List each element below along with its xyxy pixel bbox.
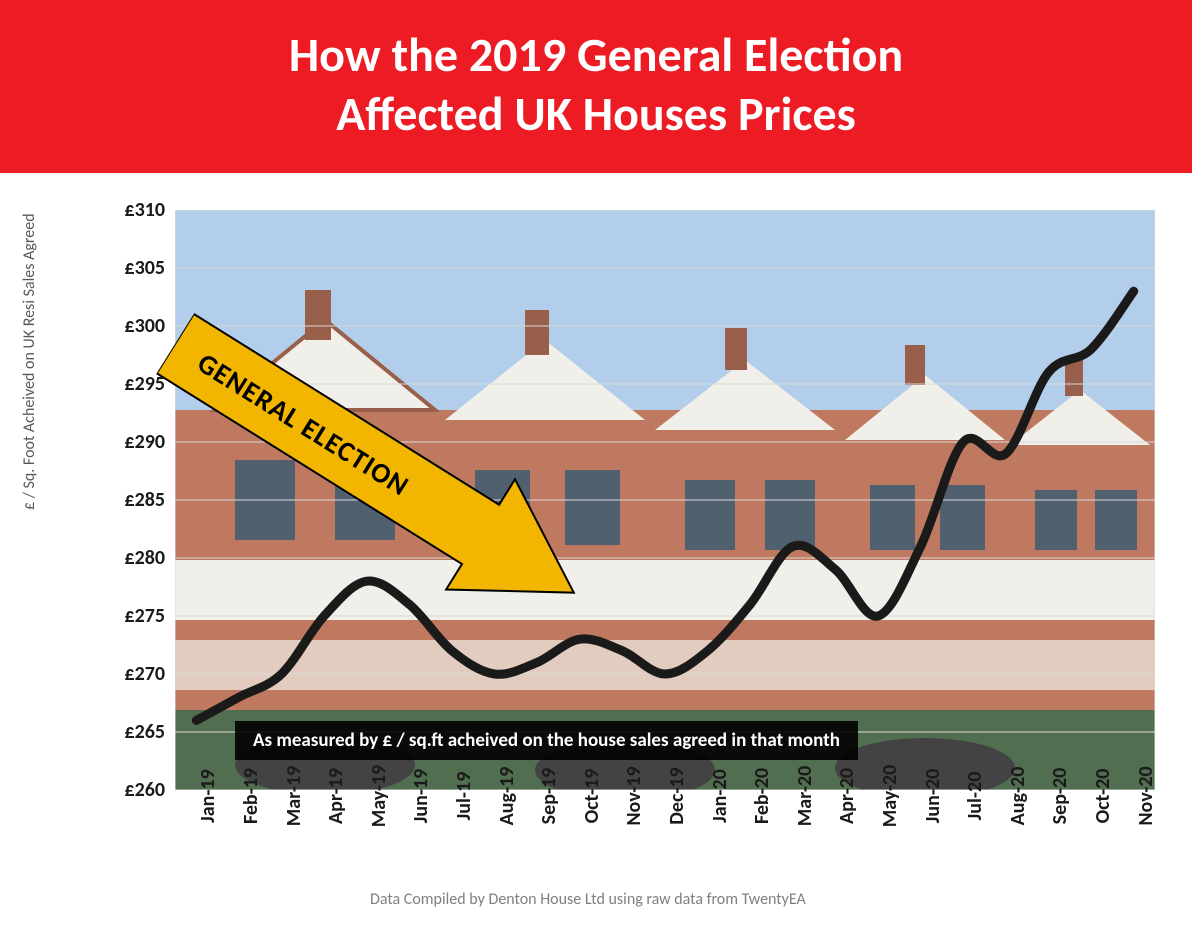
title-line-1: How the 2019 General Election [40,25,1152,84]
x-tick-label: Dec-19 [665,767,689,824]
y-tick-label: £280 [124,546,175,570]
y-tick-label: £275 [124,604,175,628]
title-line-2: Affected UK Houses Prices [40,84,1152,143]
x-tick-label: Sep-19 [537,768,561,825]
y-tick-label: £305 [124,256,175,280]
x-tick-label: Jul-20 [963,772,987,821]
x-tick-label: Oct-20 [1091,769,1115,824]
x-tick-label: Jan-20 [708,769,732,823]
x-tick-label: Jul-19 [452,772,476,821]
title-banner: How the 2019 General Election Affected U… [0,0,1192,173]
x-tick-label: Apr-20 [835,768,859,824]
x-tick-label: May-20 [878,765,902,828]
x-tick-label: Jan-19 [196,769,220,823]
x-tick-label: Aug-20 [1006,767,1030,826]
data-source-text: Data Compiled by Denton House Ltd using … [370,890,806,909]
x-tick-label: Mar-20 [793,766,817,826]
x-tick-label: Jun-20 [921,769,945,823]
y-tick-label: £285 [124,488,175,512]
x-tick-label: Feb-20 [750,768,774,824]
plot-area: GENERAL ELECTION As measured by £ / sq.f… [175,210,1155,790]
x-tick-label: May-19 [367,765,391,828]
chart-container: £ / Sq. Foot Acheived on UK Resi Sales A… [30,210,1170,910]
y-tick-label: £265 [124,720,175,744]
footnote-text: As measured by £ / sq.ft acheived on the… [253,729,840,752]
y-axis-title: £ / Sq. Foot Acheived on UK Resi Sales A… [20,213,39,510]
y-tick-label: £300 [124,314,175,338]
y-tick-label: £295 [124,372,175,396]
x-tick-label: Nov-20 [1134,766,1158,825]
y-tick-label: £270 [124,662,175,686]
y-tick-label: £310 [124,198,175,222]
x-tick-label: Jun-19 [409,769,433,823]
x-tick-label: Sep-20 [1048,768,1072,825]
x-tick-label: Mar-19 [282,766,306,826]
x-tick-label: Aug-19 [495,767,519,826]
x-tick-label: Oct-19 [580,769,604,824]
y-tick-label: £260 [124,778,175,802]
footnote-box: As measured by £ / sq.ft acheived on the… [235,721,858,760]
x-tick-label: Nov-19 [622,766,646,825]
x-tick-label: Feb-19 [239,768,263,824]
x-tick-label: Apr-19 [324,768,348,824]
y-tick-label: £290 [124,430,175,454]
